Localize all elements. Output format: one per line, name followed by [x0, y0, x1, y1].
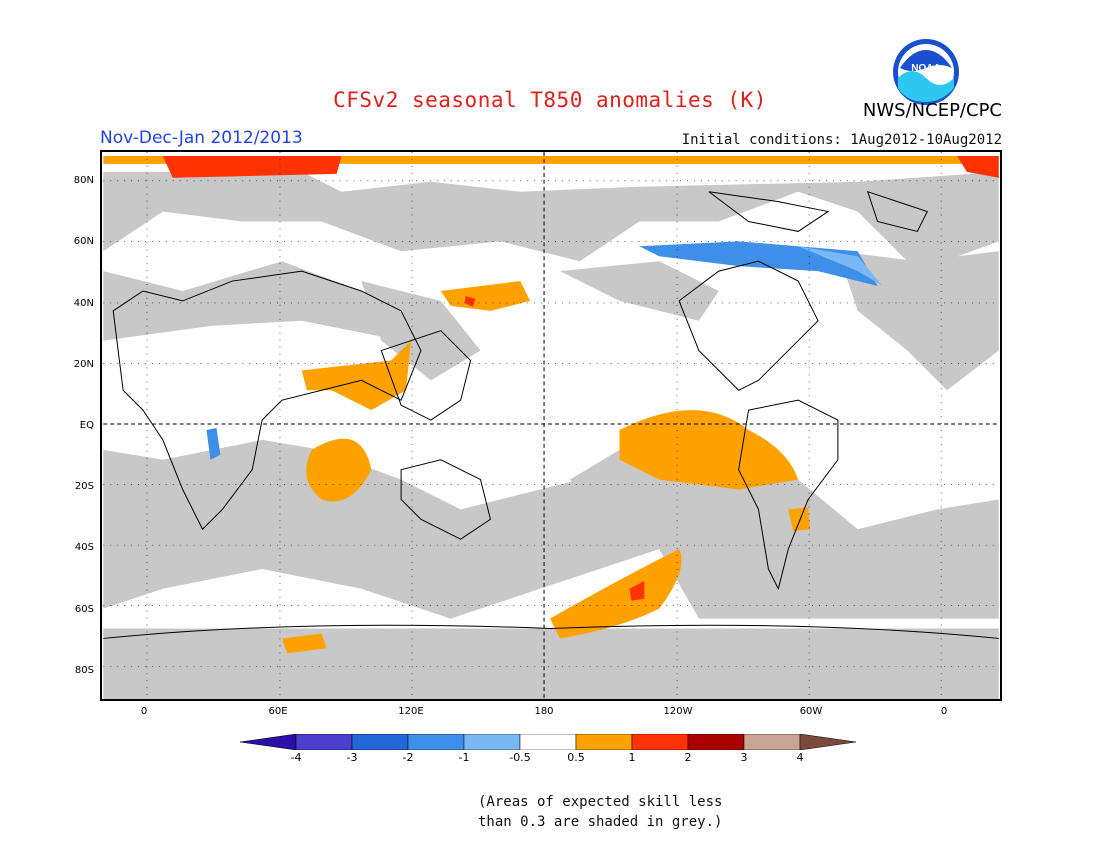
- lon-label-60w: 60W: [799, 706, 823, 717]
- lon-label-120e: 120E: [398, 706, 424, 717]
- colorbar-label: 4: [796, 751, 804, 764]
- footnote-line-1: (Areas of expected skill less: [478, 794, 723, 810]
- colorbar-label: -4: [290, 751, 302, 764]
- colorbar-cell: [575, 734, 633, 750]
- colorbar-label: 3: [740, 751, 748, 764]
- lat-label-20s: 20S: [74, 481, 94, 492]
- colorbar-cell: [743, 734, 801, 750]
- colorbar-label: 0.5: [567, 751, 585, 764]
- skill-footnote: (Areas of expected skill less than 0.3 a…: [478, 792, 722, 832]
- graticule: [103, 152, 999, 699]
- lon-label-0: 0: [140, 706, 148, 717]
- lon-label-60e: 60E: [268, 706, 288, 717]
- lat-label-40n: 40N: [73, 298, 94, 309]
- colorbar-cell: [240, 734, 297, 750]
- colorbar-cell: [407, 734, 465, 750]
- coastlines: [103, 190, 999, 639]
- map-title: CFSv2 seasonal T850 anomalies (K): [333, 88, 767, 112]
- colorbar-cell: [463, 734, 521, 750]
- colorbar-label: -0.5: [509, 751, 531, 764]
- forecast-period: Nov-Dec-Jan 2012/2013: [100, 128, 303, 148]
- lat-label-eq: EQ: [79, 420, 94, 431]
- colorbar-label: -2: [402, 751, 414, 764]
- lon-label-0-east: 0: [940, 706, 948, 717]
- logo-text: NOAA: [911, 63, 940, 74]
- initial-conditions: Initial conditions: 1Aug2012-10Aug2012: [681, 132, 1002, 148]
- colorbar-label: -3: [346, 751, 358, 764]
- lat-label-20n: 20N: [73, 359, 94, 370]
- colorbar-cell: [631, 734, 689, 750]
- colorbar: [240, 734, 857, 750]
- equator-dateline: [103, 152, 999, 699]
- lat-label-80n: 80N: [73, 175, 94, 186]
- colorbar-cell: [295, 734, 353, 750]
- lat-label-40s: 40S: [74, 542, 94, 553]
- lat-label-60n: 60N: [73, 236, 94, 247]
- agency-label: NWS/NCEP/CPC: [862, 100, 1002, 121]
- colorbar-label: -1: [458, 751, 470, 764]
- colorbar-cell: [519, 734, 577, 750]
- footnote-line-2: than 0.3 are shaded in grey.): [478, 814, 723, 830]
- colorbar-label: 2: [684, 751, 692, 764]
- colorbar-cell: [687, 734, 745, 750]
- anomaly-map: [100, 150, 1002, 701]
- lon-label-180: 180: [534, 706, 554, 717]
- colorbar-label: 1: [628, 751, 636, 764]
- colorbar-cell: [351, 734, 409, 750]
- colorbar-cell: [799, 734, 857, 750]
- lon-label-120w: 120W: [663, 706, 693, 717]
- lat-label-80s: 80S: [74, 665, 94, 676]
- lat-label-60s: 60S: [74, 604, 94, 615]
- noaa-logo: NOAA: [893, 39, 959, 105]
- anomaly-shading: [103, 155, 999, 654]
